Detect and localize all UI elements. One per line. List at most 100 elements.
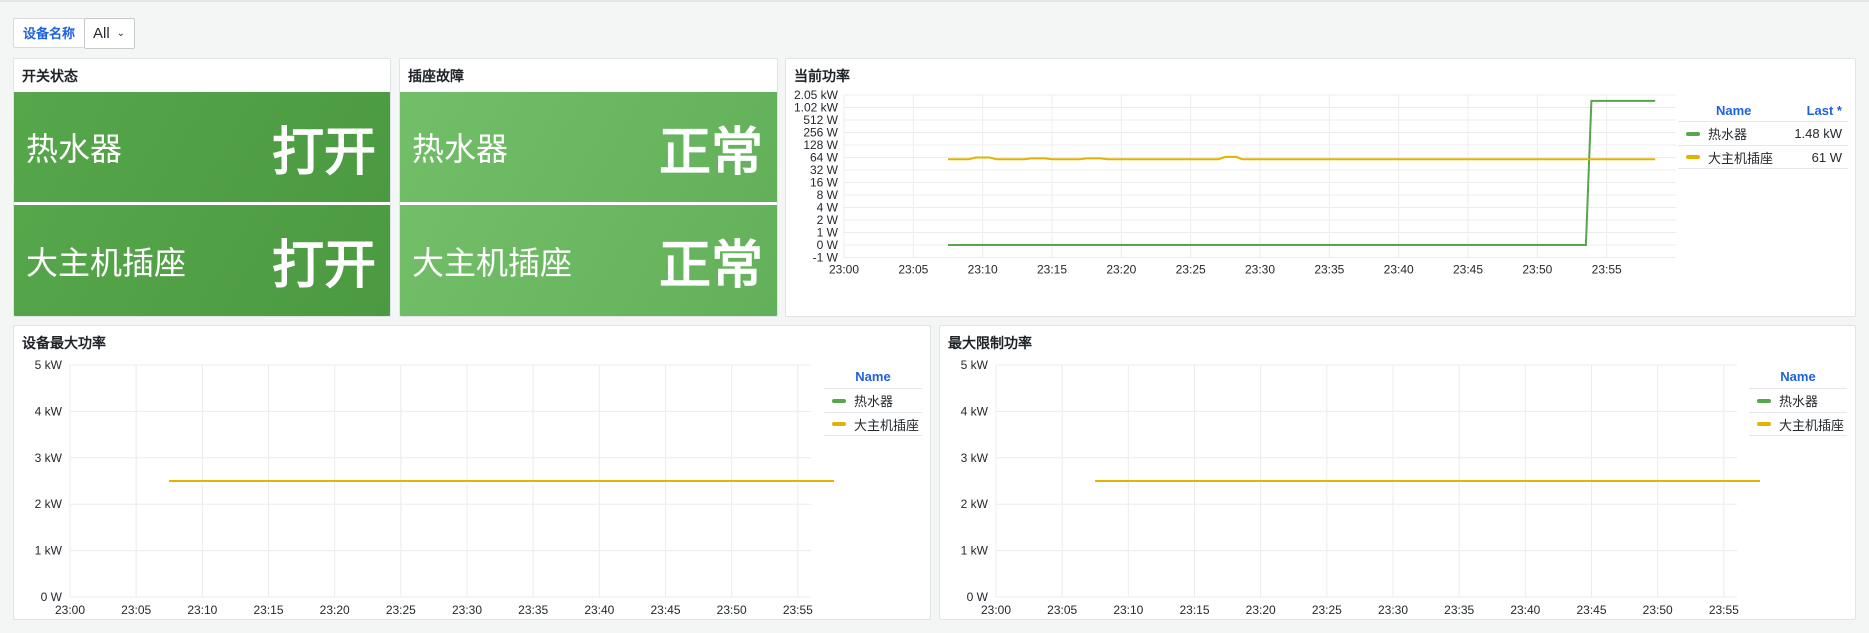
y-tick-label: -1 W — [813, 251, 839, 265]
series-line-热水器 — [948, 99, 1656, 246]
x-tick-label: 23:55 — [1709, 603, 1739, 617]
legend-last-header[interactable]: Last * — [1806, 102, 1842, 118]
legend-item[interactable]: 大主机插座 — [824, 412, 922, 436]
y-tick-label: 1 kW — [35, 544, 63, 558]
stat-tile[interactable]: 热水器 正常 — [400, 92, 777, 202]
x-tick-label: 23:45 — [1576, 603, 1606, 617]
x-tick-label: 23:45 — [650, 603, 680, 617]
legend-swatch — [1757, 422, 1771, 426]
x-tick-label: 23:40 — [584, 603, 614, 617]
x-tick-label: 23:45 — [1453, 263, 1483, 277]
stat-tile-name: 大主机插座 — [26, 244, 187, 281]
y-tick-label: 3 kW — [961, 451, 989, 465]
y-tick-label: 1 kW — [961, 544, 989, 558]
stat-tile-name: 热水器 — [26, 131, 123, 167]
stat-tile[interactable]: 热水器 打开 — [14, 92, 390, 202]
x-tick-label: 23:55 — [1592, 263, 1622, 277]
x-tick-label: 23:20 — [320, 603, 350, 617]
x-tick-label: 23:35 — [1444, 603, 1474, 617]
max-power-chart[interactable]: 5 kW 4 kW 3 kW 2 kW 1 kW 0 W23:00 23:05 23:10 23… — [14, 350, 834, 620]
y-tick-label: 4 kW — [35, 404, 63, 418]
panel-max-power: 设备最大功率 5 kW 4 kW 3 kW 2 kW 1 kW 0 W 23:00 23:05… — [13, 325, 931, 620]
legend-name-header[interactable]: Name — [1716, 102, 1752, 118]
legend: Name 热水器 大主机插座 — [824, 366, 922, 436]
x-tick-label: 23:05 — [1047, 603, 1077, 617]
x-tick-label: 23:55 — [783, 603, 813, 617]
legend-name-header[interactable]: Name — [855, 369, 891, 384]
y-tick-label: 0 W — [41, 590, 63, 604]
legend-item-name: 大主机插座 — [854, 417, 920, 433]
y-tick-label: 4 kW — [961, 404, 989, 418]
variable-select[interactable]: All ⌄ — [84, 18, 135, 49]
x-tick-label: 23:10 — [187, 603, 217, 617]
y-tick-label: 256 W — [803, 126, 838, 140]
legend-item[interactable]: 大主机插座 61 W — [1678, 145, 1848, 169]
chevron-down-icon: ⌄ — [116, 28, 125, 39]
y-tick-label: 8 W — [817, 188, 839, 202]
stat-tile-value: 打开 — [271, 237, 376, 295]
y-tick-label: 3 kW — [35, 451, 63, 465]
x-tick-label: 23:35 — [1314, 263, 1344, 277]
stat-tile[interactable]: 大主机插座 正常 — [400, 205, 777, 316]
y-tick-label: 4 W — [817, 201, 839, 215]
x-tick-label: 23:00 — [981, 603, 1011, 617]
y-tick-label: 2 kW — [35, 497, 63, 511]
y-tick-label: 32 W — [810, 163, 839, 177]
x-tick-label: 23:00 — [829, 263, 859, 277]
legend-item-last: 61 W — [1811, 149, 1842, 165]
panel-limit-power: 最大限制功率 5 kW 4 kW 3 kW 2 kW 1 kW 0 W 23:00 23:05… — [939, 325, 1856, 620]
legend-item[interactable]: 大主机插座 — [1749, 412, 1847, 436]
y-tick-label: 5 kW — [35, 358, 63, 372]
stat-tile-value: 正常 — [658, 237, 763, 295]
legend-item-last: 1.48 kW — [1794, 126, 1842, 141]
x-tick-label: 23:25 — [1176, 263, 1206, 277]
x-tick-label: 23:15 — [1179, 603, 1209, 617]
panel-title: 插座故障 — [408, 68, 464, 84]
legend: Name Last * 热水器 1.48 kW 大主机插座 61 W — [1678, 99, 1848, 169]
y-tick-label: 512 W — [803, 113, 838, 127]
y-tick-label: 1.02 kW — [794, 101, 839, 115]
stat-tile-value: 打开 — [271, 123, 376, 182]
y-tick-label: 64 W — [810, 151, 839, 165]
y-tick-label: 0 W — [967, 590, 989, 604]
variable-label: 设备名称 — [13, 18, 86, 48]
x-tick-label: 23:50 — [1522, 263, 1552, 277]
x-tick-label: 23:10 — [1113, 603, 1143, 617]
x-tick-label: 23:40 — [1510, 603, 1540, 617]
legend-item[interactable]: 热水器 — [824, 388, 922, 412]
panel-title: 当前功率 — [794, 68, 850, 84]
y-tick-label: 1 W — [817, 226, 839, 240]
variable-value: All — [93, 25, 110, 42]
legend-item[interactable]: 热水器 1.48 kW — [1678, 121, 1848, 145]
x-tick-label: 23:00 — [55, 603, 85, 617]
x-tick-label: 23:40 — [1384, 263, 1414, 277]
x-tick-label: 23:35 — [518, 603, 548, 617]
legend-name-header[interactable]: Name — [1780, 369, 1816, 384]
x-tick-label: 23:30 — [1245, 263, 1275, 277]
x-tick-label: 23:20 — [1246, 603, 1276, 617]
x-tick-label: 23:25 — [386, 603, 416, 617]
legend-item-name: 热水器 — [1708, 127, 1748, 142]
legend-item-name: 大主机插座 — [1708, 150, 1774, 166]
y-tick-label: 2 W — [817, 213, 839, 227]
x-tick-label: 23:30 — [1378, 603, 1408, 617]
stat-tile-value: 正常 — [658, 123, 763, 182]
y-tick-label: 2.05 kW — [794, 88, 839, 102]
legend-swatch — [832, 398, 846, 403]
top-border — [0, 0, 1869, 2]
legend-swatch — [1757, 398, 1771, 403]
x-tick-label: 23:20 — [1106, 263, 1136, 277]
panel-title: 最大限制功率 — [948, 335, 1032, 351]
limit-power-chart[interactable]: 5 kW 4 kW 3 kW 2 kW 1 kW 0 W23:00 23:05 23:10 23… — [940, 350, 1760, 620]
y-tick-label: 16 W — [810, 176, 839, 190]
x-tick-label: 23:15 — [1037, 263, 1067, 277]
x-tick-label: 23:05 — [121, 603, 151, 617]
y-tick-label: 2 kW — [961, 497, 989, 511]
legend: Name 热水器 大主机插座 — [1749, 366, 1847, 436]
y-tick-label: 0 W — [817, 238, 839, 252]
panel-current-power: 当前功率 2.05 kW 1.02 kW 512 W 256 W 128 W 64 W 32… — [785, 58, 1856, 317]
x-tick-label: 23:50 — [717, 603, 747, 617]
legend-item[interactable]: 热水器 — [1749, 388, 1847, 412]
stat-tile[interactable]: 大主机插座 打开 — [14, 205, 390, 316]
